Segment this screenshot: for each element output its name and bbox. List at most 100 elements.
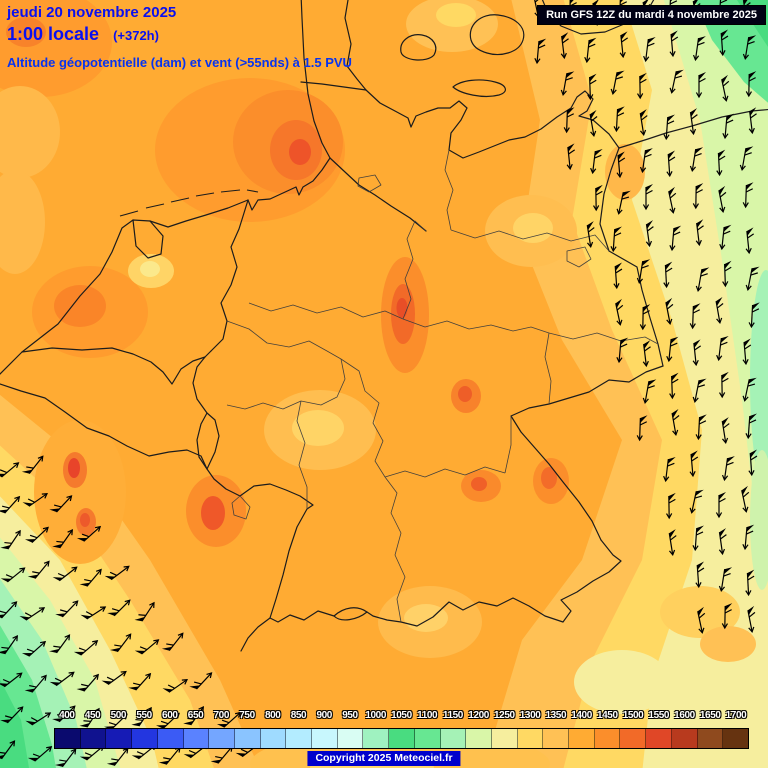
legend-value: 1400: [571, 710, 592, 721]
wind-barb-icon: [80, 606, 107, 620]
wind-barb-icon: [715, 296, 724, 325]
wind-barb-icon: [636, 259, 651, 285]
wind-barb-icon: [719, 29, 729, 57]
wind-barb-icon: [55, 600, 79, 618]
wind-barb-icon: [161, 632, 184, 652]
wind-barb-icon: [52, 566, 78, 582]
wind-barb-icon: [747, 605, 756, 633]
legend-color-cell: [106, 729, 133, 748]
wind-barb-icon: [721, 417, 730, 445]
legend-color-cell: [312, 729, 338, 748]
wind-barb-icon: [615, 298, 624, 326]
wind-barb-icon: [27, 745, 53, 762]
wind-barb-icon: [663, 114, 675, 141]
wind-barb-icon: [645, 220, 654, 248]
wind-barb-icon: [0, 740, 16, 760]
wind-barb-icon: [636, 72, 647, 100]
wind-barb-icon: [52, 705, 76, 723]
legend-color-cell: [671, 729, 698, 748]
wind-barb-icon: [668, 186, 677, 214]
legend-color-cell: [646, 729, 672, 748]
legend-color-cell: [80, 729, 107, 748]
wind-barb-icon: [613, 262, 623, 290]
wind-barb-icon: [73, 639, 99, 656]
wind-barb-icon: [668, 529, 677, 557]
legend-color-cell: [594, 729, 621, 748]
wind-barb-icon: [718, 371, 729, 399]
legend-value: 800: [264, 710, 281, 721]
wind-barb-icon: [692, 525, 704, 552]
wind-barb-icon: [671, 408, 680, 437]
wind-barb-icon: [19, 607, 46, 621]
legend-color-cell: [414, 729, 441, 748]
wind-barb-icon: [109, 633, 132, 653]
legend-value: 550: [136, 710, 152, 721]
wind-barb-icon: [748, 449, 758, 477]
legend-color-cell: [337, 729, 364, 748]
legend: 400 450 500 550 600 650 700 750 800 850 900 950 1000…: [54, 710, 749, 749]
wind-barb-icon: [745, 569, 755, 597]
wind-barb-icon: [689, 108, 698, 136]
wind-barb-icon: [49, 634, 71, 654]
legend-color-cell: [132, 729, 158, 748]
wind-barb-icon: [79, 707, 100, 728]
forecast-offset: (+372h): [113, 28, 159, 43]
legend-value: 1200: [468, 710, 489, 721]
wind-barb-icon: [616, 190, 631, 215]
wind-barb-icon: [104, 713, 128, 731]
wind-barb-icon: [663, 261, 673, 289]
legend-color-cell: [363, 729, 390, 748]
wind-barb-icon: [669, 30, 679, 58]
legend-value: 700: [213, 710, 230, 721]
legend-value: 1250: [494, 710, 515, 721]
wind-barb-icon: [0, 672, 23, 688]
wind-barb-icon: [745, 227, 755, 255]
wind-barb-icon: [0, 495, 21, 514]
wind-barb-icon: [131, 706, 152, 727]
wind-barb-icon: [689, 303, 701, 330]
local-time: 1:00 locale: [7, 24, 100, 44]
wind-barb-icon: [619, 31, 629, 59]
wind-barb-icon: [589, 109, 598, 138]
wind-barb-icon: [695, 72, 706, 99]
wind-barb-icon: [24, 674, 47, 693]
run-info-box: Run GFS 12Z du mardi 4 novembre 2025: [537, 5, 766, 25]
wind-barb-icon: [134, 639, 160, 655]
legend-color-cell: [517, 729, 544, 748]
wind-barb-icon: [692, 339, 702, 367]
legend-color-cell: [55, 729, 81, 748]
wind-barb-icon: [563, 107, 575, 134]
legend-color-cell: [440, 729, 467, 748]
wind-barb-icon: [216, 711, 242, 728]
wind-barb-icon: [669, 372, 679, 400]
wind-barb-icon: [76, 673, 100, 692]
wind-barb-icon: [104, 565, 130, 581]
legend-value: 1100: [417, 710, 438, 721]
legend-value: 1350: [545, 710, 567, 721]
wind-barb-icon: [716, 149, 726, 177]
legend-color-cell: [286, 729, 313, 748]
wind-barb-icon: [689, 450, 699, 478]
legend-value: 500: [110, 710, 127, 721]
wind-barb-icon: [49, 495, 73, 513]
wind-barb-icon: [741, 485, 750, 513]
legend-color-cell: [209, 729, 235, 748]
legend-value: 1300: [519, 710, 541, 721]
wind-barb-icon: [54, 748, 77, 768]
legend-colorbar: [54, 728, 749, 749]
wind-barb-icon: [586, 221, 595, 249]
forecast-time: 1:00 locale (+372h): [7, 24, 352, 45]
wind-barb-icon: [134, 601, 155, 622]
legend-value: 1150: [442, 710, 464, 721]
wind-barb-icon: [616, 151, 626, 179]
legend-color-cell: [234, 729, 261, 748]
wind-barb-icon: [665, 492, 676, 520]
wind-barb-icon: [79, 568, 102, 587]
legend-value: 1650: [699, 710, 721, 721]
wind-barb-icon: [0, 529, 21, 550]
legend-color-cell: [466, 729, 492, 748]
legend-color-cell: [389, 729, 415, 748]
forecast-date: jeudi 20 novembre 2025: [7, 4, 177, 21]
